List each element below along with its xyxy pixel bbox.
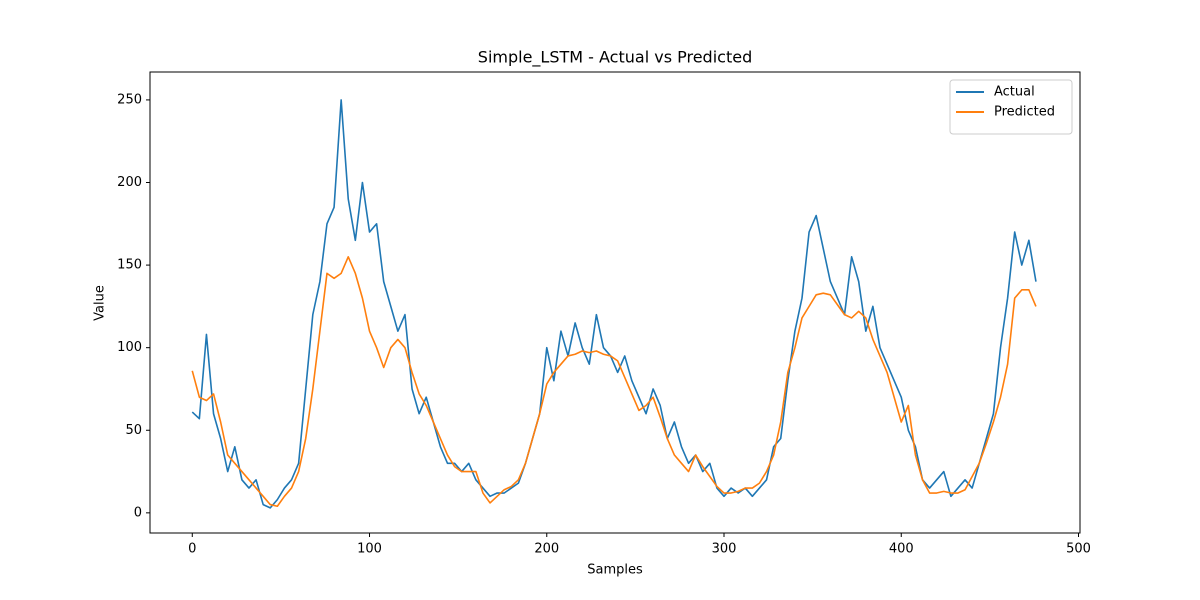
x-axis-label: Samples	[587, 563, 643, 578]
chart-title: Simple_LSTM - Actual vs Predicted	[478, 48, 752, 68]
y-tick-label: 200	[117, 175, 142, 190]
y-tick-label: 0	[134, 505, 142, 520]
y-axis-label: Value	[93, 285, 108, 321]
x-tick-label: 200	[534, 542, 559, 557]
plot-frame	[149, 71, 1081, 534]
y-tick-label: 100	[117, 340, 142, 355]
x-tick-label: 400	[889, 542, 914, 557]
y-tick-label: 50	[125, 423, 142, 438]
x-tick-label: 0	[188, 542, 196, 557]
y-tick-label: 250	[117, 92, 142, 107]
legend: Actual Predicted	[949, 79, 1073, 135]
x-tick-label: 300	[712, 542, 737, 557]
legend-box	[949, 79, 1073, 135]
series-line	[191, 256, 1037, 508]
legend-label: Predicted	[994, 105, 1055, 120]
series-line	[191, 99, 1037, 509]
x-tick-label: 100	[357, 542, 382, 557]
x-tick-label: 500	[1066, 542, 1091, 557]
legend-label: Actual	[994, 85, 1035, 100]
y-tick-label: 150	[117, 258, 142, 273]
